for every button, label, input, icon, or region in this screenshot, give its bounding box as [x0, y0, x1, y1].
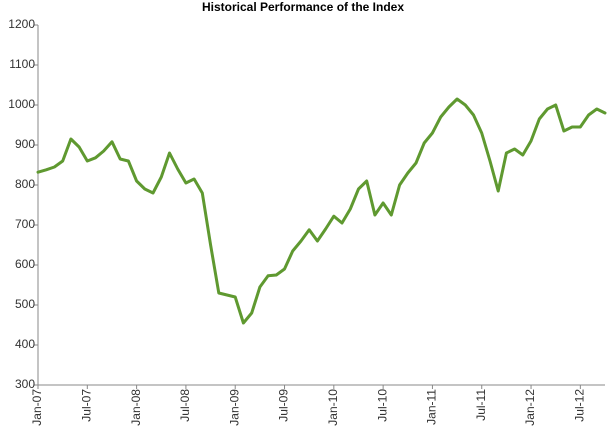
x-tick-label: Jan-12 [523, 389, 537, 426]
x-tick-label: Jan-08 [129, 389, 143, 426]
x-tick-label: Jan-07 [30, 389, 44, 426]
x-tick-label: Jan-09 [227, 389, 241, 426]
y-tick-label: 700 [15, 217, 35, 231]
y-tick-label: 1100 [9, 57, 35, 71]
line-series [36, 97, 607, 325]
x-tick-label: Jan-10 [326, 389, 340, 426]
x-tick-label: Jul-08 [178, 389, 192, 422]
x-tick-label: Jan-11 [425, 389, 439, 425]
chart-title: Historical Performance of the Index [202, 0, 404, 14]
y-tick-label: 500 [15, 297, 35, 311]
x-tick-label: Jul-07 [79, 389, 93, 422]
y-tick-label: 300 [15, 377, 35, 391]
y-tick-label: 1000 [8, 97, 35, 111]
x-tick-label: Jul-12 [573, 389, 587, 422]
y-tick-label: 400 [15, 337, 35, 351]
x-tick-label: Jul-09 [277, 389, 291, 422]
y-tick-label: 1200 [8, 17, 35, 31]
x-tick-label: Jul-10 [375, 389, 389, 422]
y-tick-label: 900 [15, 137, 35, 151]
y-tick-label: 800 [15, 177, 35, 191]
x-tick-label: Jul-11 [474, 389, 488, 421]
y-tick-label: 600 [15, 257, 35, 271]
